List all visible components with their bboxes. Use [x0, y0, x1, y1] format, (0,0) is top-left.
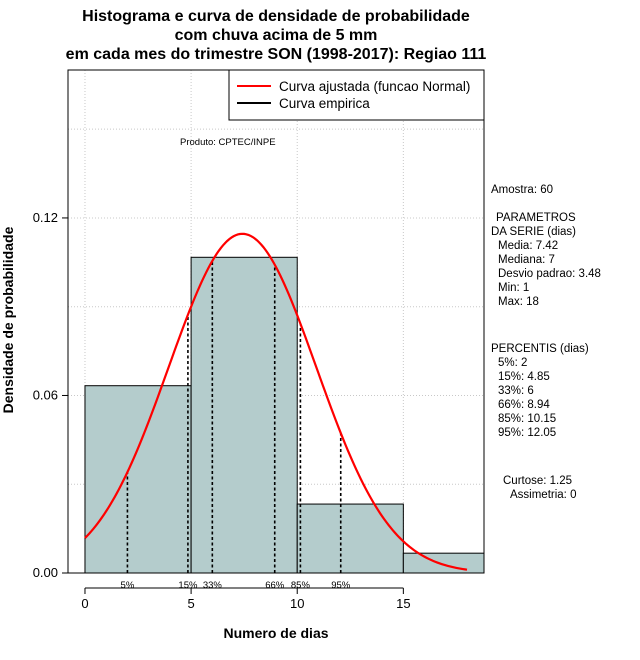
x-tick-label-1: 5 [187, 596, 194, 611]
y-tick-label-2: 0.12 [33, 210, 58, 225]
chart-title-line-1: Histograma e curva de densidade de proba… [82, 8, 470, 25]
percentile-label-85: 85% [291, 580, 311, 591]
stat-parametros-title-1: PARAMETROS [496, 212, 576, 224]
x-tick-label-3: 15 [396, 596, 410, 611]
x-tick-label-0: 0 [81, 596, 88, 611]
chart-title-line-2: com chuva acima de 5 mm [175, 27, 378, 44]
percentile-label-15: 15% [178, 580, 198, 591]
x-axis: 0 5 10 15 [81, 587, 411, 611]
stat-p15: 15%: 4.85 [498, 371, 550, 383]
stat-min: Min: 1 [498, 282, 529, 294]
stat-desvio: Desvio padrao: 3.48 [498, 268, 601, 280]
stat-mediana: Mediana: 7 [498, 254, 555, 266]
stat-p66: 66%: 8.94 [498, 399, 550, 411]
legend-label-empirical: Curva empirica [279, 96, 370, 111]
percentile-markers: 5% 15% 33% 66% 85% 95% [121, 260, 351, 591]
stat-p33: 33%: 6 [498, 385, 534, 397]
percentile-label-5: 5% [121, 580, 135, 591]
stat-assimetria: Assimetria: 0 [510, 489, 576, 501]
product-annotation: Produto: CPTEC/INPE [180, 137, 276, 148]
stat-parametros-title-2: DA SERIE (dias) [491, 226, 576, 238]
chart-title-line-3: em cada mes do trimestre SON (1998-2017)… [66, 46, 487, 63]
stat-max: Max: 18 [498, 296, 539, 308]
histogram-bar-1 [190, 256, 298, 574]
normal-curve-line [84, 232, 468, 571]
statistics-panel: Amostra: 60 PARAMETROS DA SERIE (dias) M… [491, 184, 601, 501]
histogram-bar-2 [296, 503, 404, 574]
y-tick-label-0: 0.00 [33, 565, 58, 580]
stat-p85: 85%: 10.15 [498, 413, 556, 425]
legend-label-fitted: Curva ajustada (funcao Normal) [279, 79, 470, 94]
legend: Curva ajustada (funcao Normal) Curva emp… [228, 69, 485, 121]
y-tick-label-1: 0.06 [33, 387, 58, 402]
percentile-label-95: 95% [331, 580, 351, 591]
stat-p95: 95%: 12.05 [498, 427, 556, 439]
x-tick-label-2: 10 [290, 596, 304, 611]
percentile-label-66: 66% [265, 580, 285, 591]
histogram-bar-0 [84, 385, 192, 574]
stat-media: Media: 7.42 [498, 240, 558, 252]
histogram-bars [84, 256, 485, 574]
x-axis-label: Numero de dias [223, 625, 328, 641]
y-axis: 0.00 0.06 0.12 [33, 210, 69, 580]
stat-p5: 5%: 2 [498, 357, 527, 369]
percentile-label-33: 33% [203, 580, 223, 591]
legend-box [228, 69, 485, 121]
histogram-bar-3 [402, 552, 485, 574]
stat-curtose: Curtose: 1.25 [503, 475, 572, 487]
stat-percentis-title: PERCENTIS (dias) [491, 343, 589, 355]
y-axis-label: Densidade de probabilidade [0, 226, 16, 413]
stat-amostra: Amostra: 60 [491, 184, 553, 196]
